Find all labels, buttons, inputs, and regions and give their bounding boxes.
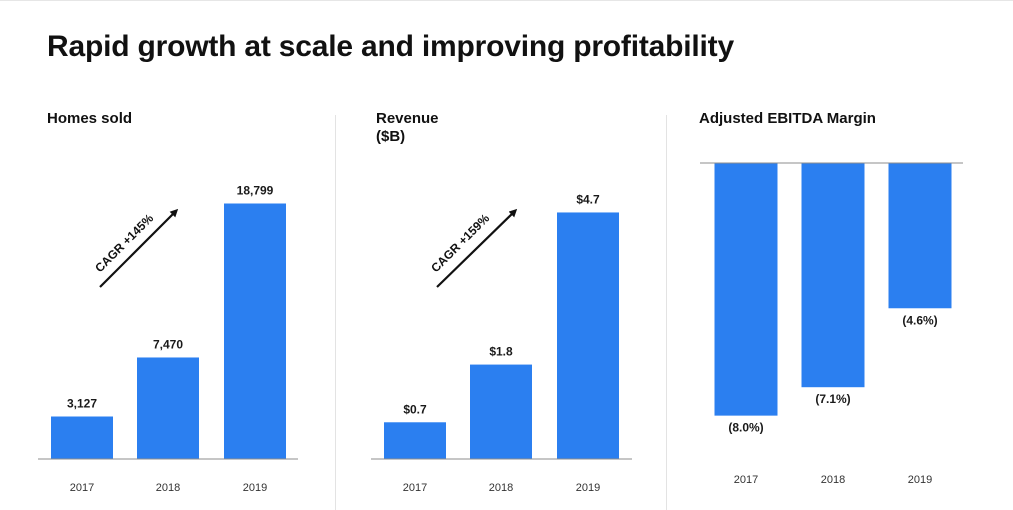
revenue-title: Revenue ($B) [376,110,439,146]
page-title: Rapid growth at scale and improving prof… [47,30,734,63]
ebitda-bar-2018 [801,163,865,388]
ebitda-margin-chart: (8.0%) 2017 (7.1%) 2018 (4.6%) 2019 [700,162,963,486]
revenue-cagr-arrow-icon [436,208,518,288]
homes-sold-chart: 3,127 2017 7,470 2018 18,799 2019 CAGR +145% [38,184,298,494]
homes-bar-2017 [51,416,113,459]
ebitda-value-label-2017: (8.0%) [728,421,763,435]
revenue-bar-2018 [470,364,532,459]
ebitda-x-tick-2019: 2019 [908,474,932,486]
revenue-bar-2017 [384,422,446,459]
revenue-title-text: Revenue [376,110,439,127]
revenue-bar-2019 [557,212,619,459]
ebitda-title: Adjusted EBITDA Margin [699,110,876,127]
panel-divider-2 [666,115,667,510]
homes-bar-2019 [224,203,286,459]
revenue-value-label-2018: $1.8 [489,345,513,359]
revenue-x-tick-2019: 2019 [576,482,600,494]
homes-x-tick-2018: 2018 [156,482,180,494]
panel-divider-1 [335,115,336,510]
ebitda-x-tick-2018: 2018 [821,474,845,486]
ebitda-bar-2019 [888,163,952,309]
ebitda-value-label-2019: (4.6%) [902,313,937,327]
homes-x-tick-2019: 2019 [243,482,267,494]
revenue-value-label-2019: $4.7 [576,192,600,206]
revenue-value-label-2017: $0.7 [403,402,427,416]
homes-sold-title: Homes sold [47,110,133,127]
homes-cagr-arrow-icon [99,208,179,288]
ebitda-bar-2017 [714,163,778,416]
revenue-x-tick-2017: 2017 [403,482,427,494]
homes-value-label-2018: 7,470 [153,337,183,351]
homes-cagr-label: CAGR +145% [92,211,156,275]
homes-bar-2018 [137,357,199,459]
revenue-subtitle: ($B) [376,128,406,145]
homes-x-tick-2017: 2017 [70,482,94,494]
revenue-x-tick-2018: 2018 [489,482,513,494]
ebitda-value-label-2018: (7.1%) [815,392,850,406]
homes-value-label-2017: 3,127 [67,397,97,411]
top-rule [0,0,1013,1]
ebitda-x-tick-2017: 2017 [734,474,758,486]
homes-value-label-2019: 18,799 [237,184,274,198]
